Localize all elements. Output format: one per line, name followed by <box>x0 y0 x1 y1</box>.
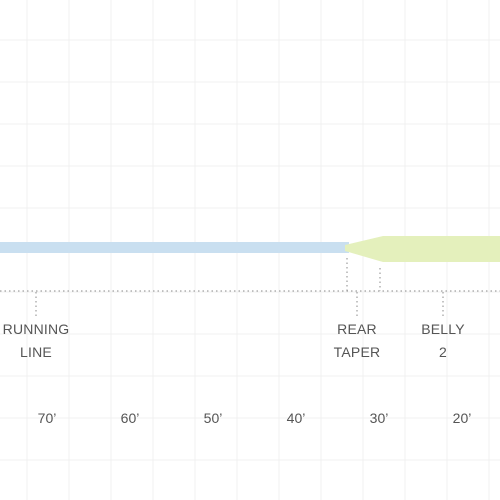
rear-taper-label: REAR TAPER <box>334 318 381 364</box>
running-line-segment <box>0 242 349 253</box>
running-line-label-line1: RUNNING <box>2 321 70 337</box>
running-line-label: RUNNING LINE <box>3 318 70 364</box>
rear-taper-label-line2: TAPER <box>333 344 381 360</box>
fly-line-head-segment <box>345 236 500 262</box>
distance-label-60: 60’ <box>120 410 140 426</box>
running-line-label-line2: LINE <box>20 344 52 360</box>
belly-2-label: BELLY 2 <box>421 318 465 364</box>
rear-taper-label-line1: REAR <box>337 321 377 337</box>
distance-label-30: 30’ <box>369 410 389 426</box>
distance-label-50: 50’ <box>203 410 223 426</box>
distance-label-20: 20’ <box>452 410 472 426</box>
belly-2-label-line2: 2 <box>438 344 447 360</box>
distance-label-40: 40’ <box>286 410 306 426</box>
distance-label-70: 70’ <box>37 410 57 426</box>
belly-2-label-line1: BELLY <box>421 321 465 337</box>
